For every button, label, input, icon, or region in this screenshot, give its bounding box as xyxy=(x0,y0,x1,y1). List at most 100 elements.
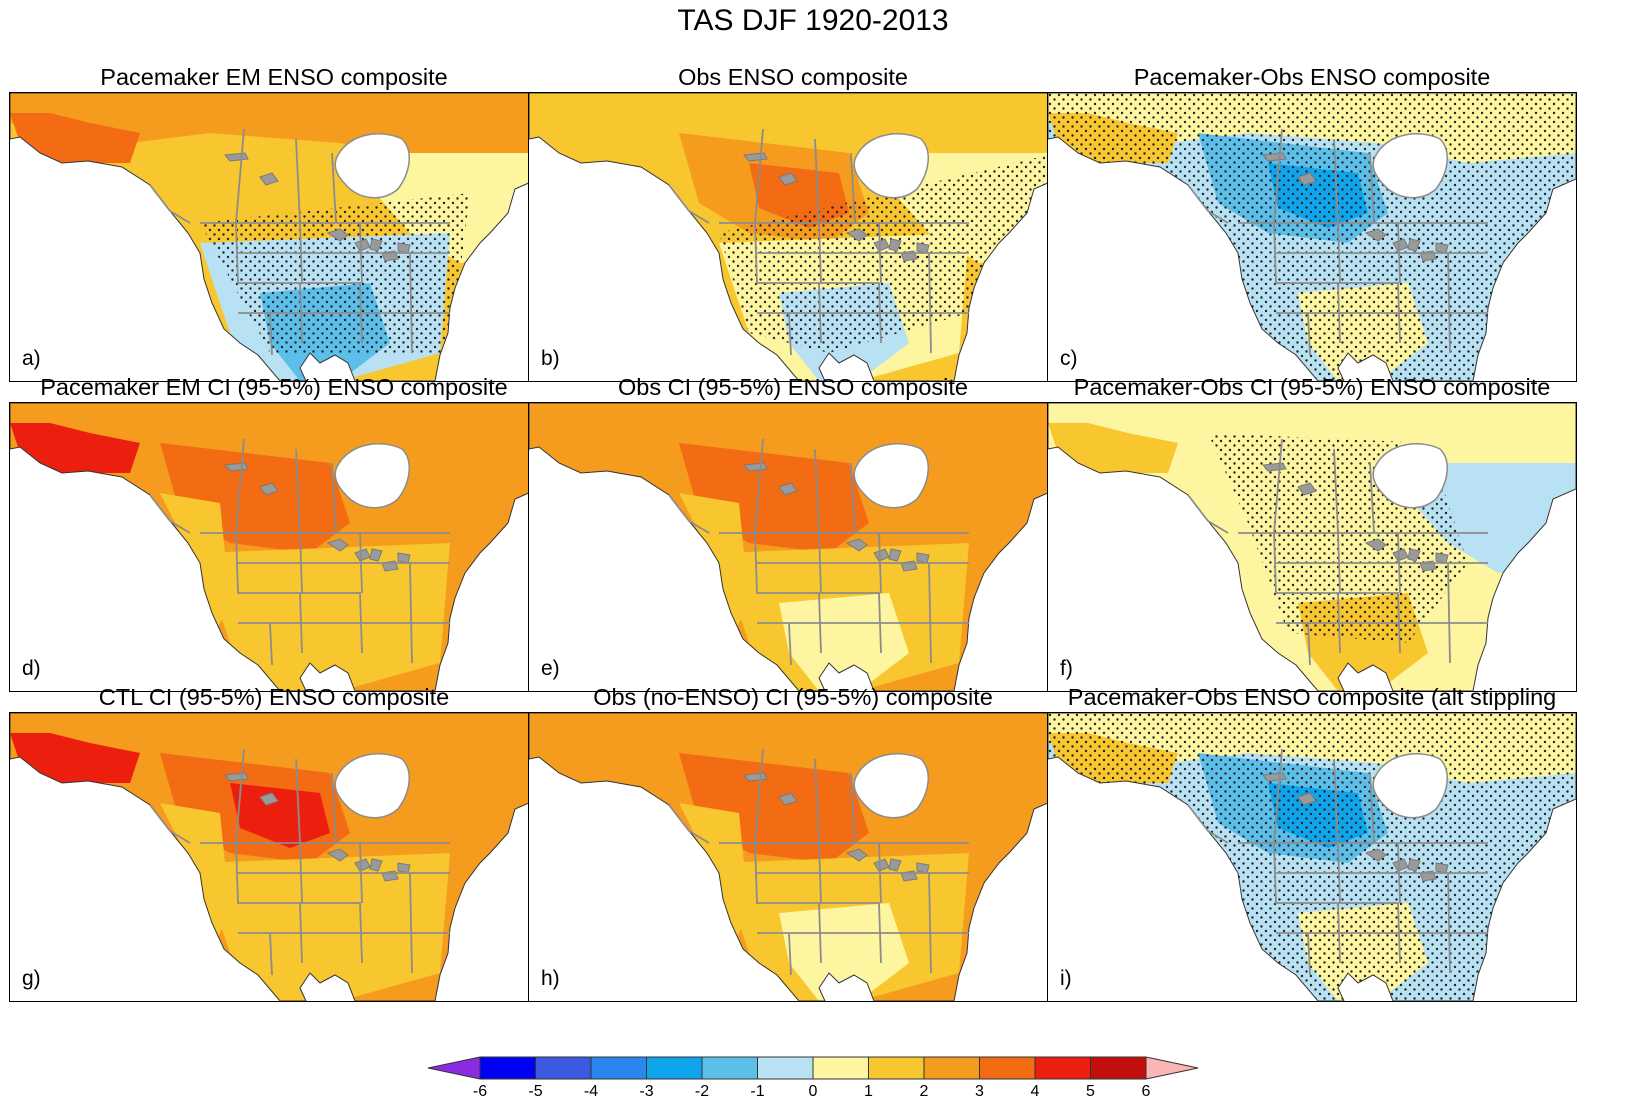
colorbar-box xyxy=(646,1056,703,1080)
political-border xyxy=(409,562,413,664)
great-lake xyxy=(916,862,930,874)
political-border xyxy=(269,312,273,356)
great-lake xyxy=(326,538,349,552)
political-border xyxy=(331,152,337,224)
map-panel: Obs (no-ENSO) CI (95-5%) composite h) xyxy=(528,682,1058,1002)
great-lake xyxy=(778,172,798,186)
panel-title: Obs ENSO composite xyxy=(678,64,908,90)
colorbar-tick-label: -4 xyxy=(584,1083,598,1099)
political-border xyxy=(814,448,820,534)
political-border xyxy=(850,772,856,844)
map-frame: b) xyxy=(528,92,1058,382)
colorbar-box xyxy=(1034,1056,1091,1080)
hudson-bay xyxy=(853,753,929,819)
colorbar-box xyxy=(535,1056,592,1080)
political-border xyxy=(1447,872,1451,974)
great-lake xyxy=(1407,238,1421,252)
political-border xyxy=(1273,438,1283,534)
political-border xyxy=(1338,282,1401,344)
great-lake xyxy=(369,238,383,252)
political-border xyxy=(1369,152,1375,224)
political-border xyxy=(928,562,932,664)
great-lake xyxy=(888,238,902,252)
political-border xyxy=(149,494,191,534)
political-border xyxy=(331,462,337,534)
political-border xyxy=(788,622,792,666)
great-lake xyxy=(743,152,768,162)
map-frame: e) xyxy=(528,402,1058,692)
political-border xyxy=(928,252,932,354)
great-lake xyxy=(1262,772,1287,782)
great-lake xyxy=(259,172,279,186)
political-border xyxy=(300,282,363,344)
map-frame: h) xyxy=(528,712,1058,1002)
coastline xyxy=(529,403,1057,691)
colorbar-box xyxy=(590,1056,647,1080)
political-border xyxy=(668,184,710,224)
hudson-bay xyxy=(334,133,410,199)
political-border xyxy=(819,902,882,964)
political-border xyxy=(269,622,273,666)
great-lake xyxy=(743,772,768,782)
colorbar-box xyxy=(868,1056,925,1080)
colorbar-box xyxy=(812,1056,869,1080)
great-lake xyxy=(1407,548,1421,562)
political-border xyxy=(754,438,764,534)
political-border xyxy=(1307,622,1311,666)
colorbar-tick-label: 1 xyxy=(864,1083,873,1099)
political-border xyxy=(814,758,820,844)
colorbar-tick-label: -3 xyxy=(639,1083,653,1099)
hudson-bay xyxy=(1372,133,1448,199)
panel-letter: h) xyxy=(541,967,560,990)
panel-title: Pacemaker EM ENSO composite xyxy=(100,64,448,90)
panel-letter: i) xyxy=(1060,967,1072,990)
panel-title: Pacemaker-Obs ENSO composite (alt stippl… xyxy=(1067,684,1557,710)
colorbar-tick-label: 0 xyxy=(809,1083,818,1099)
colorbar-tick-label: -1 xyxy=(750,1083,764,1099)
great-lake xyxy=(778,792,798,806)
great-lake xyxy=(845,228,868,242)
great-lake xyxy=(259,482,279,496)
map-frame: i) xyxy=(1047,712,1577,1002)
great-lake xyxy=(1435,242,1449,254)
political-border xyxy=(1187,804,1229,844)
map-panel: Pacemaker EM ENSO composite a) xyxy=(9,62,539,382)
political-border xyxy=(295,138,301,224)
map-panel: Pacemaker-Obs ENSO composite (alt stippl… xyxy=(1047,682,1577,1002)
colorbar-tick-label: -5 xyxy=(528,1083,542,1099)
great-lake xyxy=(916,552,930,564)
political-border xyxy=(300,592,363,654)
political-border xyxy=(1273,128,1283,224)
colorbar-tick-label: 3 xyxy=(975,1083,984,1099)
great-lake xyxy=(1364,848,1387,862)
panel-letter: b) xyxy=(541,347,560,370)
figure-title: TAS DJF 1920-2013 xyxy=(677,4,949,37)
great-lake xyxy=(224,152,249,162)
great-lake xyxy=(845,538,868,552)
colorbar-tick-label: 2 xyxy=(920,1083,929,1099)
great-lake xyxy=(397,242,411,254)
hudson-bay xyxy=(334,443,410,509)
great-lake xyxy=(888,858,902,872)
great-lake xyxy=(1364,538,1387,552)
colorbar-box xyxy=(1090,1056,1147,1080)
panel-title: Pacemaker EM CI (95-5%) ENSO composite xyxy=(40,374,508,400)
political-border xyxy=(1447,252,1451,354)
colorbar-box xyxy=(757,1056,814,1080)
great-lake xyxy=(916,242,930,254)
map-frame: a) xyxy=(9,92,539,382)
great-lake xyxy=(778,482,798,496)
panel-letter: e) xyxy=(541,657,560,680)
political-border xyxy=(295,448,301,534)
map-panel: Pacemaker EM CI (95-5%) ENSO composite d) xyxy=(9,372,539,692)
great-lake xyxy=(888,548,902,562)
coastline xyxy=(529,93,1057,381)
great-lake xyxy=(326,848,349,862)
coastline xyxy=(1048,713,1576,1001)
coastline xyxy=(10,403,538,691)
colorbar-tick-label: -2 xyxy=(695,1083,709,1099)
colorbar-high-extension xyxy=(1145,1056,1199,1080)
political-border xyxy=(1307,312,1311,356)
coastline xyxy=(529,713,1057,1001)
political-border xyxy=(409,872,413,974)
